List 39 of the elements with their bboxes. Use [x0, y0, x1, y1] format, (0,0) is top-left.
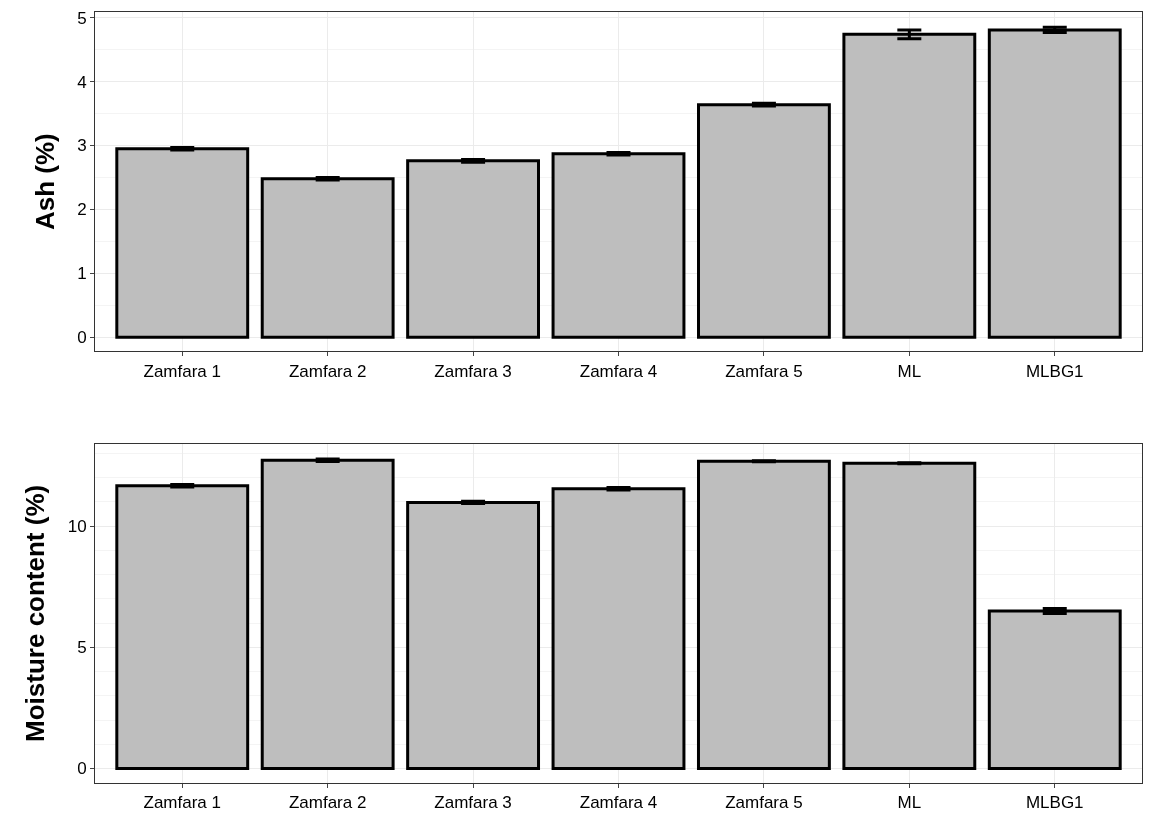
- bar: [551, 152, 686, 339]
- bar: [842, 461, 977, 770]
- y-axis-title: Moisture content (%): [20, 484, 51, 742]
- x-tick-label: Zamfara 2: [288, 793, 367, 813]
- bar: [406, 500, 541, 770]
- x-tick-label: Zamfara 4: [579, 793, 658, 813]
- y-tick-label: 2: [77, 200, 87, 220]
- x-tick-label: Zamfara 5: [725, 793, 803, 813]
- y-axis-title: Ash (%): [29, 133, 60, 231]
- bar: [987, 609, 1122, 770]
- y-tick-label: 1: [77, 264, 87, 284]
- x-tick-label: Zamfara 1: [143, 361, 221, 381]
- bar: [260, 177, 395, 339]
- y-tick-label: 0: [77, 328, 87, 348]
- x-tick-label: Zamfara 3: [434, 793, 512, 813]
- x-tick-label: ML: [897, 793, 922, 813]
- bar: [696, 459, 831, 770]
- bar: [842, 32, 977, 339]
- y-tick-label: 0: [77, 759, 87, 779]
- y-tick-label: 3: [77, 136, 87, 156]
- bar: [406, 159, 541, 339]
- bar: [987, 28, 1122, 339]
- bar: [115, 484, 250, 770]
- x-tick-label: ML: [897, 361, 922, 381]
- y-tick-label: 5: [77, 638, 87, 658]
- x-tick-label: MLBG1: [1025, 361, 1084, 381]
- bar: [696, 103, 831, 339]
- x-tick-label: MLBG1: [1025, 793, 1084, 813]
- bar: [260, 458, 395, 770]
- y-tick-label: 10: [67, 517, 87, 537]
- x-tick-label: Zamfara 4: [579, 361, 658, 381]
- x-tick-label: Zamfara 2: [288, 361, 367, 381]
- y-tick-label: 4: [77, 72, 87, 92]
- bar: [115, 147, 250, 339]
- x-tick-label: Zamfara 5: [725, 361, 803, 381]
- bar: [551, 487, 686, 770]
- x-tick-label: Zamfara 1: [143, 793, 221, 813]
- y-tick-label: 5: [77, 8, 87, 28]
- x-tick-label: Zamfara 3: [434, 361, 512, 381]
